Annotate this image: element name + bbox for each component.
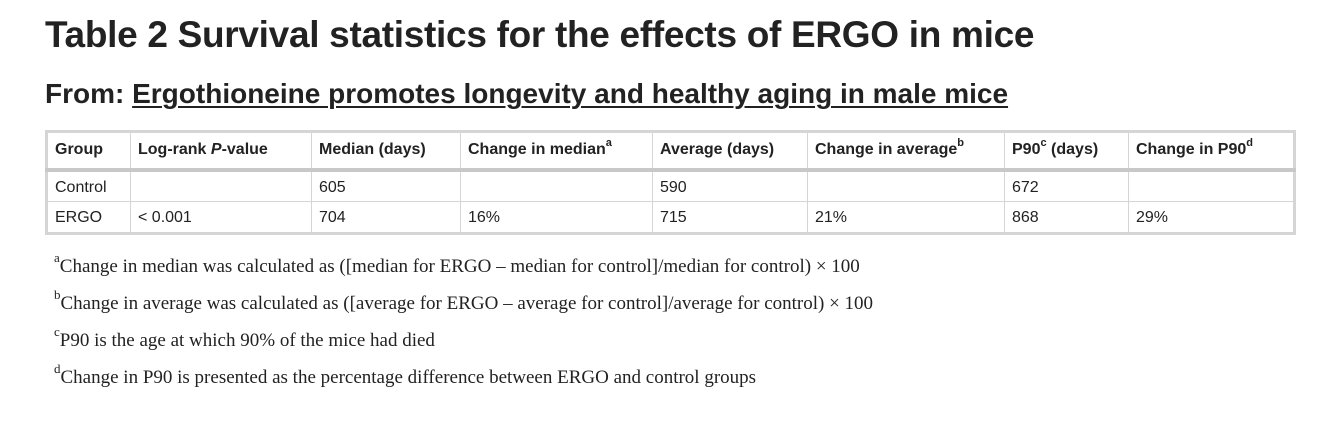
table-cell — [130, 169, 312, 202]
column-header-p90-days: P90c (days) — [1004, 131, 1129, 172]
column-header-log-rank-p-value: Log-rank P-value — [130, 131, 312, 172]
table-row-control: Control 605 590 672 — [46, 169, 1295, 202]
table-cell — [460, 169, 653, 202]
footnote-mark: b — [54, 286, 61, 302]
column-header-group: Group — [46, 131, 131, 172]
table-cell: 704 — [311, 201, 461, 234]
table-cell: ERGO — [46, 201, 131, 234]
table-cell: 715 — [652, 201, 808, 234]
footnote-d: dChange in P90 is presented as the perce… — [54, 362, 873, 404]
column-header-change-in-average: Change in averageb — [807, 131, 1005, 172]
table-cell: 16% — [460, 201, 653, 234]
column-header-change-in-median: Change in mediana — [460, 131, 653, 172]
footnote-mark: d — [54, 360, 61, 376]
footnote-a: aChange in median was calculated as ([me… — [54, 251, 873, 293]
footnote-text: Change in P90 is presented as the percen… — [60, 367, 757, 388]
column-header-median-days: Median (days) — [311, 131, 461, 172]
footnote-marker: a — [605, 136, 612, 149]
table-cell: < 0.001 — [130, 201, 312, 234]
footnote-b: bChange in average was calculated as ([a… — [54, 288, 874, 330]
table-cell: 21% — [807, 201, 1005, 234]
table-cell: 590 — [652, 169, 808, 202]
column-header-change-in-p90: Change in P90d — [1128, 131, 1295, 172]
footnote-marker: c — [1040, 136, 1047, 149]
table-row-ergo: ERGO < 0.001 704 16% 715 21% 868 29% — [46, 201, 1295, 234]
header-row: Group Log-rank P-value Median (days) Cha… — [46, 131, 1295, 172]
footnote-text: Change in average was calculated as ([av… — [60, 293, 874, 314]
footnote-marker: d — [1246, 136, 1253, 149]
table-cell: Control — [46, 169, 131, 202]
table-cell: 605 — [311, 169, 461, 202]
footnotes-list: aChange in median was calculated as ([me… — [54, 251, 874, 404]
footnote-marker: b — [957, 136, 965, 149]
table-cell: 868 — [1004, 201, 1129, 234]
footnote-c: cP90 is the age at which 90% of the mice… — [54, 325, 873, 367]
table-container: Group Log-rank P-value Median (days) Cha… — [45, 130, 1296, 235]
footnote-text: P90 is the age at which 90% of the mice … — [59, 330, 435, 351]
survival-statistics-table: Group Log-rank P-value Median (days) Cha… — [45, 130, 1296, 235]
table-cell — [807, 169, 1005, 202]
footnote-mark: c — [54, 323, 60, 339]
source-prefix: From: — [45, 78, 133, 109]
footnote-mark: a — [54, 249, 60, 265]
table-title: Table 2 Survival statistics for the effe… — [45, 14, 1035, 55]
source-line: From: Ergothioneine promotes longevity a… — [45, 78, 1008, 110]
table-cell: 29% — [1128, 201, 1295, 234]
column-header-average-days: Average (days) — [652, 131, 808, 172]
table-cell — [1128, 169, 1295, 202]
article-link[interactable]: Ergothioneine promotes longevity and hea… — [132, 78, 1009, 109]
table-cell: 672 — [1004, 169, 1129, 202]
footnote-text: Change in median was calculated as ([med… — [59, 256, 860, 277]
